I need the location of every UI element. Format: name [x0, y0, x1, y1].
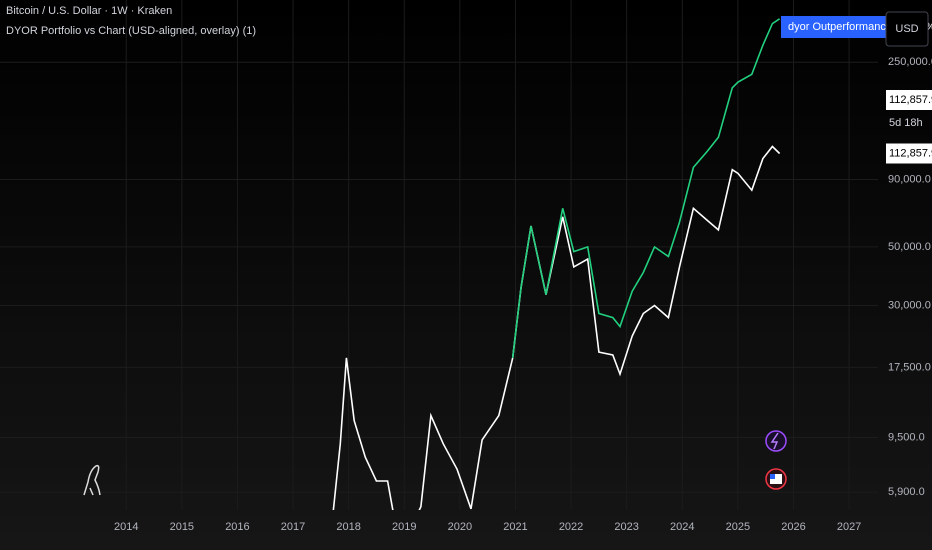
x-tick-label: 2020 [448, 521, 472, 533]
y-tick-label: 50,000.0 [888, 241, 931, 253]
price-label: 112,857.9 [889, 147, 932, 159]
event-icon-glyph [770, 432, 779, 450]
chart-title: Bitcoin / U.S. Dollar · 1W · Kraken [6, 5, 172, 17]
currency-button[interactable] [885, 11, 929, 47]
y-tick-label: 90,000.0 [888, 173, 931, 185]
x-tick-label: 2023 [614, 521, 638, 533]
y-tick-label: 5,900.0 [888, 486, 925, 498]
flag-glyph [770, 474, 782, 484]
x-tick-label: 2027 [837, 521, 861, 533]
indicator-title: DYOR Portfolio vs Chart (USD-aligned, ov… [6, 25, 256, 37]
x-tick-label: 2022 [559, 521, 583, 533]
y-tick-label: 250,000.0 [888, 56, 932, 68]
y-tick-label: 17,500.0 [888, 361, 931, 373]
series-line [332, 145, 781, 510]
countdown: 5d 18h [889, 117, 923, 129]
price-box [886, 143, 932, 164]
y-tick-label: 30,000.0 [888, 299, 931, 311]
currency-label: USD [895, 23, 918, 35]
y-tick-label: 9,500.0 [888, 431, 925, 443]
x-tick-label: 2019 [392, 521, 416, 533]
x-tick-label: 2016 [225, 521, 249, 533]
x-tick-label: 2014 [114, 521, 138, 533]
flag-glyph-canton [770, 474, 775, 479]
x-tick-label: 2025 [726, 521, 750, 533]
x-tick-label: 2018 [336, 521, 360, 533]
x-tick-label: 2017 [281, 521, 305, 533]
series-line [511, 18, 781, 358]
x-tick-label: 2021 [503, 521, 527, 533]
x-tick-label: 2015 [170, 521, 194, 533]
plot [332, 18, 781, 510]
annotation-box [781, 16, 893, 38]
price-box [886, 90, 932, 110]
x-tick-label: 2026 [781, 521, 805, 533]
price-label: 112,857.9 [889, 94, 932, 106]
dino-icon [83, 464, 101, 496]
event-icon[interactable] [765, 430, 787, 452]
x-tick-label: 2024 [670, 521, 694, 533]
